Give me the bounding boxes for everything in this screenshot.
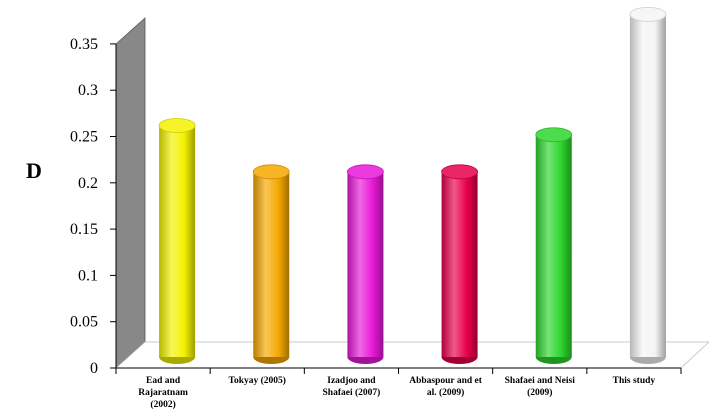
- y-tick-label: 0.15: [70, 221, 98, 238]
- x-category-label: (2009): [527, 387, 552, 398]
- y-axis-label: D: [26, 158, 42, 183]
- bar-top: [535, 127, 573, 143]
- y-ticks: 0 0.05 0.1 0.15 0.2 0.25 0.3 0.35: [70, 36, 116, 377]
- x-category-label: Shafaei and Neisi: [505, 376, 576, 386]
- y-tick-label: 0.3: [78, 82, 98, 99]
- bar-body: [253, 171, 290, 357]
- x-category-label: Tokyay (2005): [229, 375, 286, 386]
- bar-body: [535, 134, 572, 357]
- chart-back-wall: [115, 17, 146, 369]
- bar-top: [158, 118, 196, 133]
- chart-floor: [114, 341, 709, 369]
- x-category-label: (2002): [150, 399, 175, 410]
- x-ticks: [115, 368, 682, 374]
- bar-body: [347, 171, 384, 357]
- y-tick-label: 0.2: [78, 175, 98, 192]
- bar: [158, 118, 196, 364]
- bar: [347, 164, 384, 364]
- x-category-label: Rajaratnam: [138, 388, 188, 398]
- y-tick-label: 0.25: [70, 129, 98, 146]
- bar: [252, 164, 290, 364]
- category-labels: Ead and Rajaratnam(2002) Tokyay (2005) Izad…: [138, 375, 655, 410]
- bars: [158, 6, 667, 364]
- x-category-label: al. (2009): [427, 387, 464, 398]
- y-tick-label: 0.35: [70, 36, 98, 53]
- x-category-label: This study: [613, 376, 656, 386]
- x-category-label: Shafaei (2007): [323, 387, 381, 398]
- x-category-label: Izadjoo and: [327, 376, 376, 386]
- y-tick-label: 0: [90, 360, 98, 377]
- x-category-label: Ead and: [146, 376, 181, 386]
- bar-top: [441, 164, 478, 180]
- bar: [629, 6, 667, 364]
- y-tick-label: 0.05: [70, 314, 98, 331]
- bar-body: [441, 171, 478, 357]
- bar-top: [252, 164, 290, 180]
- bar-top: [347, 164, 384, 180]
- x-category-label: Abbaspour and et: [409, 376, 483, 386]
- bar-body: [629, 14, 666, 357]
- bar-body: [159, 125, 196, 357]
- bar-top: [629, 6, 667, 22]
- bar: [441, 164, 478, 364]
- y-tick-label: 0.1: [78, 267, 98, 284]
- bar: [535, 127, 573, 364]
